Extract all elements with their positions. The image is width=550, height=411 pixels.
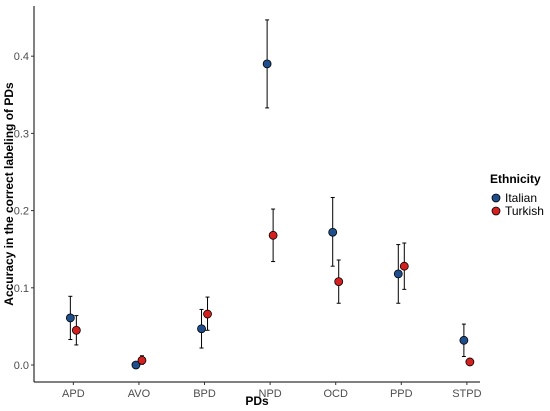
axes bbox=[33, 6, 480, 383]
legend-title: Ethnicity bbox=[490, 172, 541, 186]
data-marks bbox=[65, 19, 475, 370]
legend-label-turkish: Turkish bbox=[505, 204, 544, 218]
y-tick-label: 0.3 bbox=[14, 128, 29, 140]
x-tick-label: BPD bbox=[193, 388, 216, 400]
x-tick-label: STPD bbox=[452, 388, 481, 400]
data-point bbox=[131, 360, 141, 370]
y-tick-label: 0.2 bbox=[14, 206, 29, 218]
x-tick-label: OCD bbox=[323, 388, 348, 400]
data-point bbox=[268, 230, 278, 240]
x-tick-label: APD bbox=[62, 388, 85, 400]
legend-key-italian bbox=[491, 193, 501, 203]
data-point bbox=[262, 59, 272, 69]
y-tick-label: 0.4 bbox=[14, 51, 29, 63]
data-point bbox=[334, 277, 344, 287]
legend-label-italian: Italian bbox=[505, 191, 537, 205]
data-point bbox=[465, 357, 475, 367]
data-point bbox=[328, 227, 338, 237]
data-point bbox=[197, 324, 206, 334]
data-point bbox=[203, 309, 212, 319]
data-point bbox=[71, 325, 81, 335]
x-ticks: APD AVO BPD NPD OCD PPD STPD bbox=[62, 382, 482, 400]
data-point bbox=[459, 335, 469, 345]
y-tick-label: 0.1 bbox=[14, 283, 29, 295]
data-point bbox=[393, 269, 403, 279]
x-axis-title: PDs bbox=[245, 394, 269, 408]
series-italian bbox=[65, 19, 469, 370]
legend-key-turkish bbox=[491, 206, 501, 216]
x-tick-label: PPD bbox=[390, 388, 413, 400]
data-point bbox=[65, 313, 75, 323]
series-turkish bbox=[71, 208, 475, 367]
x-tick-label: AVO bbox=[128, 388, 151, 400]
y-axis-title: Accuracy in the correct labeling of PDs bbox=[2, 82, 16, 306]
x-tick-label: NPD bbox=[259, 388, 282, 400]
y-tick-label: 0.0 bbox=[14, 360, 29, 372]
data-point bbox=[137, 355, 147, 365]
y-ticks: 0.0 0.1 0.2 0.3 0.4 bbox=[14, 51, 34, 372]
data-point bbox=[399, 261, 409, 271]
